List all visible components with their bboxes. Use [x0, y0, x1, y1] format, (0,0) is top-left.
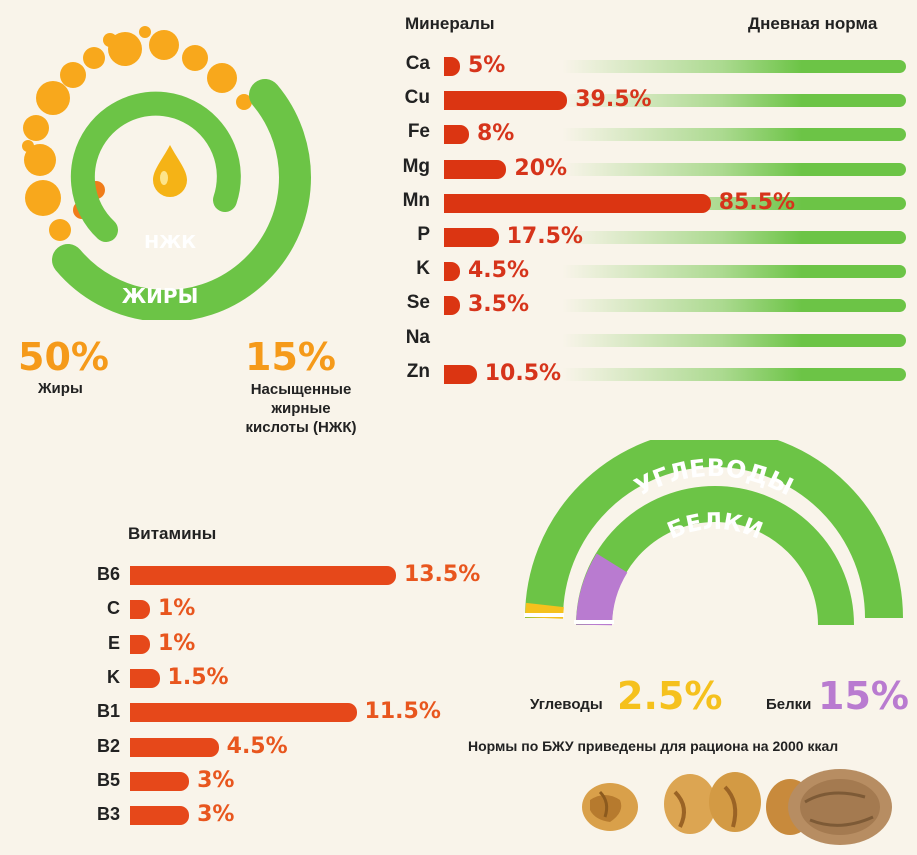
- mineral-bar: [444, 159, 507, 179]
- vitamin-bar: [130, 771, 190, 791]
- walnut-kernel-icon: [582, 783, 638, 831]
- walnut-shell-icon: [766, 769, 892, 845]
- daily-norm-bar: [562, 265, 906, 279]
- mineral-value-label: 85.5%: [718, 189, 796, 215]
- sfa-ring-label: НЖК: [144, 232, 196, 253]
- vitamin-symbol: B2: [96, 735, 120, 756]
- vitamin-symbol: B3: [96, 804, 120, 825]
- vitamin-symbol: C: [107, 598, 120, 619]
- daily-norm-bar: [562, 94, 906, 108]
- mineral-symbol: Na: [405, 326, 430, 348]
- daily-norm-bar: [562, 128, 906, 142]
- mineral-value-label: 10.5%: [484, 360, 562, 386]
- minerals-title: Минералы: [405, 14, 495, 33]
- vitamin-value-label: 11.5%: [364, 699, 441, 725]
- daily-norm-bar: [562, 333, 906, 347]
- mineral-symbol: Mn: [402, 189, 430, 211]
- daily-norm-bar: [562, 231, 906, 244]
- sfa-label: Насыщенные жирные кислоты (НЖК): [245, 381, 357, 436]
- carbs-label: Углеводы: [530, 696, 603, 713]
- vitamin-bar: [130, 566, 396, 585]
- mineral-value-label: 5%: [468, 53, 506, 78]
- mineral-symbol: Fe: [407, 121, 430, 143]
- vitamin-value-label: 1%: [158, 630, 196, 656]
- vitamin-value-label: 3%: [197, 802, 235, 828]
- kcal-note: Нормы по БЖУ приведены для рациона на 20…: [468, 738, 839, 754]
- sfa-percent: 15%: [245, 335, 336, 379]
- mineral-value-label: 17.5%: [506, 224, 583, 249]
- vitamin-bar: [130, 600, 150, 620]
- mineral-bar: [444, 228, 499, 247]
- daily-norm-title: Дневная норма: [748, 14, 878, 33]
- oil-bubbles-decoration: [22, 26, 252, 241]
- mineral-bar: [444, 125, 469, 145]
- vitamin-value-label: 1.5%: [167, 664, 229, 690]
- vitamin-value-label: 3%: [197, 767, 235, 793]
- walnut-image: [582, 769, 892, 845]
- mineral-bar: [444, 57, 460, 76]
- vitamin-bar: [130, 806, 190, 826]
- daily-norm-bar: [562, 367, 906, 381]
- mineral-symbol: P: [417, 224, 430, 245]
- vitamin-symbol: B5: [96, 769, 120, 790]
- fat-arc-label: ЖИРЫ: [122, 284, 199, 308]
- carbs-percent: 2.5%: [617, 674, 723, 718]
- walnut-kernels-icon: [664, 772, 761, 834]
- protein-percent: 15%: [818, 674, 909, 718]
- vitamin-symbol: E: [107, 632, 120, 653]
- protein-label: Белки: [766, 696, 812, 713]
- daily-norm-bar: [562, 60, 906, 73]
- vitamin-symbol: B6: [96, 564, 120, 584]
- vitamins-title: Витамины: [128, 524, 217, 543]
- mineral-value-label: 4.5%: [468, 258, 530, 284]
- vitamin-symbol: K: [107, 666, 120, 687]
- vitamin-bar: [130, 668, 160, 688]
- daily-norm-bar: [562, 299, 906, 313]
- vitamin-bar: [130, 703, 357, 723]
- mineral-bar: [444, 364, 477, 384]
- oil-drop-icon: [153, 145, 187, 197]
- sfa-ring: [70, 91, 241, 242]
- mineral-value-label: 8%: [476, 121, 515, 147]
- vitamin-value-label: 13.5%: [403, 562, 481, 587]
- protein-value-arc: [576, 553, 628, 626]
- mineral-value-label: 20%: [514, 155, 568, 181]
- fat-ring-chart: НЖК ЖИРЫ: [22, 26, 311, 320]
- vitamin-value-label: 4.5%: [226, 733, 288, 759]
- vitamin-bar: [130, 737, 219, 757]
- carbs-value-arc: [525, 602, 564, 619]
- mineral-symbol: Ca: [405, 53, 430, 74]
- mineral-symbol: K: [416, 258, 430, 280]
- mineral-bar: [444, 193, 711, 213]
- mineral-symbol: Zn: [406, 360, 430, 382]
- mineral-symbol: Cu: [404, 87, 430, 109]
- fat-arc: [52, 79, 311, 320]
- mineral-value-label: 39.5%: [575, 87, 652, 113]
- mineral-symbol: Se: [406, 292, 430, 314]
- macros-arc-chart: УГЛЕВОДЫ БЕЛКИ: [524, 440, 903, 626]
- mineral-bar: [444, 296, 460, 316]
- vitamin-symbol: B1: [96, 701, 120, 722]
- vitamin-value-label: 1%: [158, 596, 196, 622]
- mineral-bar: [444, 262, 460, 282]
- mineral-symbol: Mg: [402, 155, 430, 177]
- vitamin-bar: [130, 634, 150, 654]
- daily-norm-bar: [562, 162, 906, 176]
- fat-label: Жиры: [38, 380, 83, 397]
- mineral-bar: [444, 91, 568, 111]
- fat-percent: 50%: [18, 335, 109, 379]
- carbs-arc: [525, 440, 903, 619]
- mineral-value-label: 3.5%: [468, 292, 530, 318]
